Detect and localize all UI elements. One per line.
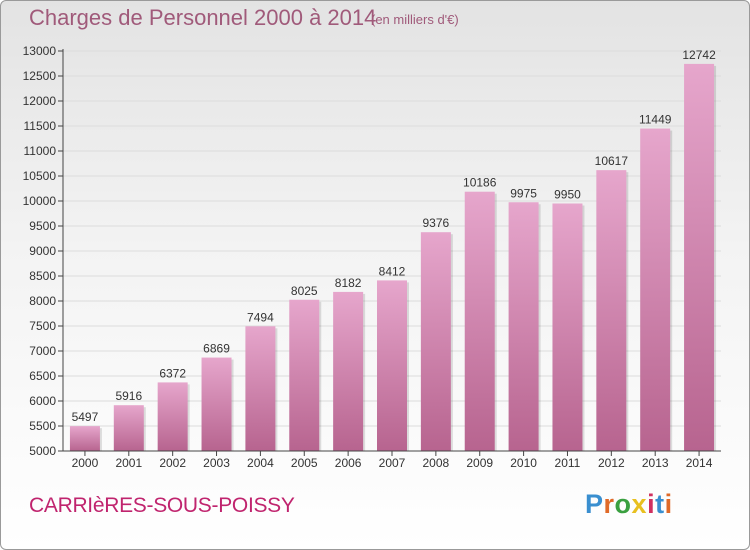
x-tick-label: 2003	[203, 456, 230, 470]
bar-value-label: 9950	[554, 188, 581, 202]
bar	[69, 426, 100, 451]
axes: 5000 5500 6000 6500 7000 7500 8000 8500 9000 9500…	[23, 44, 721, 470]
logo-letter: x	[631, 489, 648, 519]
bar	[201, 357, 232, 451]
x-tick-label: 2010	[510, 456, 537, 470]
y-tick-label: 5000	[29, 444, 56, 458]
logo-letter: i	[647, 489, 656, 519]
bar	[377, 280, 407, 451]
y-tick-label: 12500	[23, 69, 57, 83]
bar	[684, 63, 715, 452]
bar	[640, 128, 671, 452]
bar-value-label: 8025	[291, 284, 318, 298]
x-tick-label: 2009	[466, 456, 493, 470]
x-tick-label: 2008	[423, 456, 450, 470]
bar	[157, 382, 188, 451]
bar-value-label: 8412	[379, 264, 406, 278]
y-tick-label: 13000	[23, 44, 57, 58]
y-tick-label: 12000	[23, 94, 57, 108]
logo-letter: t	[655, 489, 665, 519]
chart-subtitle: (en milliers d'€)	[371, 12, 459, 27]
bar-value-label: 12742	[682, 48, 716, 62]
y-tick-label: 10000	[23, 194, 57, 208]
bar	[508, 202, 539, 451]
chart-title: Charges de Personnel 2000 à 2014	[29, 5, 377, 30]
y-tick-label: 11500	[24, 119, 57, 133]
city-name: CARRIèRES-SOUS-POISSY	[29, 494, 295, 517]
bar-value-label: 9975	[510, 186, 537, 200]
bar	[596, 170, 627, 451]
y-tick-label: 10500	[23, 169, 57, 183]
bar-value-label: 7494	[247, 310, 274, 324]
bar	[552, 203, 583, 451]
y-tick-label: 5500	[29, 419, 56, 433]
bar-value-label: 9376	[423, 216, 450, 230]
x-tick-label: 2005	[291, 456, 318, 470]
bar-value-label: 5916	[115, 389, 142, 403]
bar	[464, 191, 495, 451]
y-tick-label: 8000	[29, 294, 56, 308]
bar	[333, 291, 364, 451]
bar-value-label: 5497	[72, 410, 99, 424]
y-tick-label: 11000	[24, 144, 57, 158]
x-tick-label: 2014	[686, 456, 713, 470]
y-tick-label: 8500	[29, 269, 56, 283]
logo-letter: o	[614, 489, 632, 519]
y-tick-label: 9000	[29, 244, 56, 258]
proxiti-logo: Proxiti	[585, 489, 673, 520]
logo-letter: i	[664, 489, 673, 519]
bar-value-label: 6869	[203, 342, 230, 356]
bar-value-label: 11449	[639, 113, 672, 127]
logo-letter: r	[603, 489, 615, 519]
x-tick-label: 2013	[642, 456, 669, 470]
y-tick-label: 9500	[29, 219, 56, 233]
bar-value-label: 10617	[595, 154, 629, 168]
x-tick-label: 2002	[159, 456, 186, 470]
x-tick-label: 2004	[247, 456, 274, 470]
x-tick-label: 2006	[335, 456, 362, 470]
x-tick-label: 2011	[555, 456, 581, 470]
y-tick-label: 7000	[29, 344, 56, 358]
bar	[420, 232, 451, 451]
x-tick-label: 2007	[379, 456, 406, 470]
logo-letter: P	[585, 489, 604, 519]
bar-value-label: 10186	[463, 176, 497, 190]
y-tick-label: 6500	[29, 369, 56, 383]
y-tick-label: 7500	[29, 319, 56, 333]
bars: 5497 5916 6372 6869 7494 8025 8182 8412 9376 1018…	[69, 48, 716, 452]
bar-value-label: 8182	[335, 276, 362, 290]
bar	[113, 405, 144, 451]
bar	[289, 299, 320, 451]
x-tick-label: 2012	[598, 456, 625, 470]
y-tick-label: 6000	[29, 394, 56, 408]
x-tick-label: 2000	[72, 456, 99, 470]
bar-value-label: 6372	[159, 366, 186, 380]
bar	[245, 326, 276, 451]
x-tick-label: 2001	[115, 456, 142, 470]
